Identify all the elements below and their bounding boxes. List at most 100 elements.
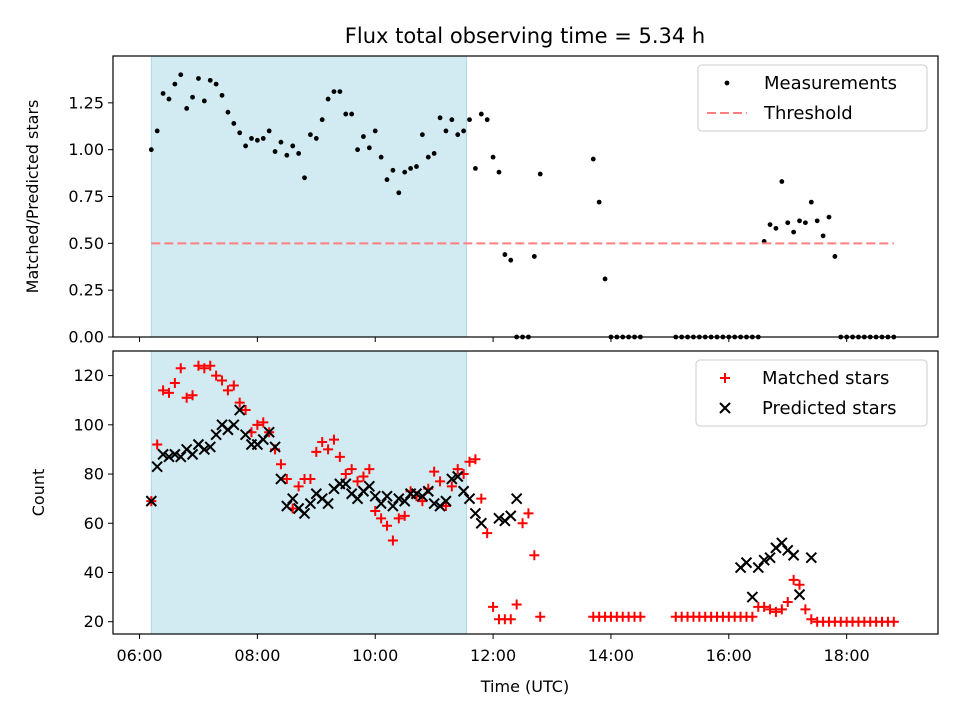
data-point (510, 492, 523, 505)
legend-swatch (724, 80, 730, 86)
data-point (249, 136, 254, 141)
data-point (758, 554, 770, 566)
legend-swatch (720, 373, 730, 383)
data-point (369, 490, 381, 502)
data-point (635, 611, 646, 622)
data-point (470, 454, 481, 465)
legend-label: Matched stars (762, 368, 889, 389)
data-point (322, 497, 334, 510)
data-point (402, 169, 408, 175)
data-point (166, 96, 172, 102)
data-point (240, 405, 251, 416)
x-axis-label: Time (UTC) (480, 677, 569, 696)
data-point (431, 151, 437, 156)
y-tick-label: 80 (84, 465, 104, 484)
data-point (452, 464, 463, 475)
data-point (490, 154, 496, 160)
data-point (808, 199, 814, 205)
data-point (163, 451, 175, 463)
data-point (210, 428, 222, 441)
data-point (440, 495, 452, 507)
data-point (175, 451, 187, 463)
y-axis-label: Count (29, 469, 48, 517)
data-point (399, 510, 410, 521)
data-point (511, 599, 522, 610)
data-point (429, 466, 440, 477)
data-point (475, 517, 488, 529)
data-point (358, 471, 369, 482)
data-point (275, 473, 287, 485)
data-point (234, 397, 245, 408)
data-point (393, 492, 405, 505)
data-point (302, 175, 307, 181)
data-point (308, 132, 313, 138)
legend-label: Threshold (763, 103, 853, 124)
data-point (186, 448, 199, 461)
data-point (169, 448, 181, 461)
y-tick-label: 40 (84, 563, 104, 582)
data-point (370, 505, 381, 516)
data-point (435, 476, 446, 487)
data-point (361, 134, 366, 139)
data-point (422, 485, 434, 497)
data-point (443, 128, 449, 134)
data-point (767, 222, 773, 228)
y-tick-label: 120 (73, 366, 104, 385)
data-point (446, 481, 457, 492)
data-point (484, 117, 490, 123)
data-point (787, 549, 800, 561)
data-point (425, 154, 431, 160)
data-point (508, 257, 514, 263)
data-point (517, 518, 528, 529)
data-point (375, 497, 387, 510)
data-point (263, 426, 275, 438)
data-point (198, 443, 211, 456)
data-point (340, 478, 352, 490)
y-tick-label: 0.75 (68, 187, 104, 206)
data-point (537, 171, 543, 177)
data-point (317, 437, 328, 448)
data-point (196, 76, 201, 81)
y-tick-label: 0.00 (68, 328, 104, 347)
data-point (888, 616, 899, 627)
data-point (408, 166, 413, 171)
data-point (287, 492, 299, 505)
data-point (269, 441, 281, 453)
y-tick-label: 1.25 (68, 93, 104, 112)
data-point (172, 81, 178, 87)
data-point (151, 460, 163, 473)
y-tick-label: 60 (84, 514, 104, 533)
data-point (820, 233, 826, 239)
legend-swatch (719, 402, 731, 414)
data-point (461, 128, 467, 134)
y-axis-label: Matched/Predicted stars (23, 100, 42, 294)
data-point (204, 441, 216, 453)
data-point (417, 496, 428, 507)
data-point (776, 537, 788, 549)
data-point (293, 481, 304, 492)
y-tick-label: 100 (73, 415, 104, 434)
data-point (800, 604, 811, 615)
data-point (378, 154, 384, 160)
data-point (351, 492, 364, 505)
data-point (452, 470, 464, 483)
data-point (305, 473, 316, 484)
x-tick-label: 18:00 (824, 646, 870, 665)
count-panel: 20 40 60 80 100 120 06:00 08:00 10:00 12:00 14:00 1… (29, 350, 939, 665)
data-point (602, 276, 608, 282)
data-point (211, 370, 222, 381)
data-point (372, 128, 378, 134)
data-point (785, 220, 791, 226)
data-point (482, 528, 493, 539)
data-point (805, 552, 818, 564)
data-point (505, 510, 517, 522)
data-point (788, 574, 799, 585)
data-point (449, 117, 455, 123)
data-point (181, 392, 192, 403)
data-point (381, 490, 393, 502)
data-point (266, 128, 272, 134)
plot-frame (112, 55, 939, 338)
data-point (398, 495, 411, 507)
data-point (455, 132, 461, 138)
